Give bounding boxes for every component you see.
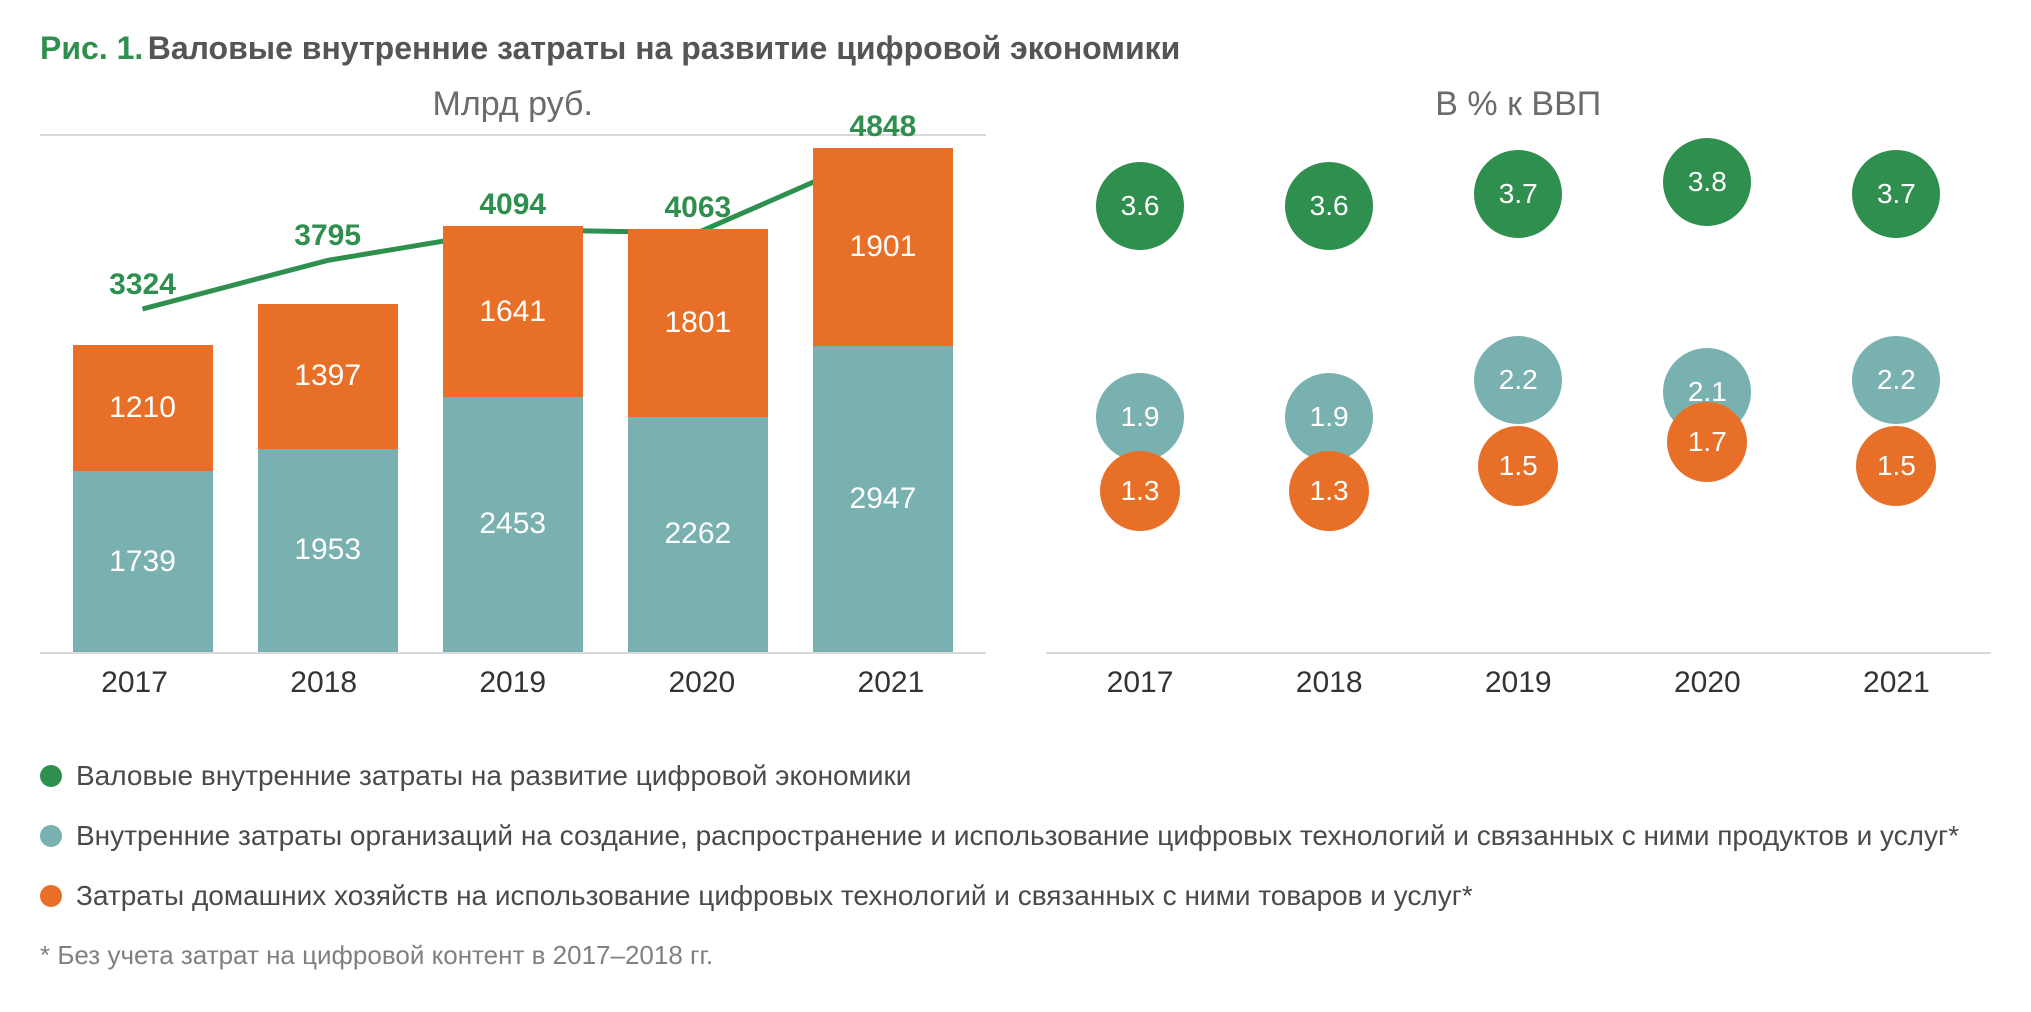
bubble-point: 3.7 [1474, 150, 1562, 238]
x-tick: 2021 [1826, 666, 1966, 700]
bubble-point: 3.6 [1285, 162, 1373, 250]
bar-chart-title: Млрд руб. [433, 85, 593, 124]
figure-title-text: Валовые внутренние затраты на развитие ц… [148, 30, 1181, 66]
bubble-chart-xaxis: 2017 2018 2019 2020 2021 [1046, 666, 1992, 700]
x-tick: 2021 [821, 666, 961, 700]
charts-row: Млрд руб. 17391210 3324 19531397 3795 245316… [40, 85, 1991, 700]
bubble-point: 3.7 [1852, 150, 1940, 238]
bubble-point: 1.3 [1100, 451, 1180, 531]
bar-chart-area: 17391210 3324 19531397 3795 24531641 4094 2262… [40, 134, 986, 654]
bar-segment-bottom: 2947 [813, 346, 953, 652]
bubble-point: 1.9 [1096, 373, 1184, 461]
bubble-point: 3.6 [1096, 162, 1184, 250]
legend-label: Внутренние затраты организаций на создан… [76, 820, 1959, 852]
bar-chart-xaxis: 2017 2018 2019 2020 2021 [40, 666, 986, 700]
bubble-column: 3.6 1.91.3 [1070, 134, 1210, 652]
bar-segment-bottom: 1953 [258, 449, 398, 652]
bar-segment-top: 1397 [258, 304, 398, 449]
bubble-column: 3.6 1.91.3 [1259, 134, 1399, 652]
bubble-column: 3.82.11.7 [1637, 134, 1777, 652]
x-tick: 2019 [443, 666, 583, 700]
bar-column: 19531397 3795 [258, 136, 398, 652]
total-label: 3324 [109, 268, 176, 302]
x-tick: 2019 [1448, 666, 1588, 700]
legend-label: Валовые внутренние затраты на развитие ц… [76, 760, 911, 792]
bar-segment-top: 1210 [73, 345, 213, 471]
bar-column: 22621801 4063 [628, 136, 768, 652]
bar-segment-bottom: 1739 [73, 471, 213, 652]
bubble-point: 1.9 [1285, 373, 1373, 461]
x-tick: 2018 [254, 666, 394, 700]
bar-segment-top: 1901 [813, 148, 953, 346]
bubble-point: 1.5 [1478, 426, 1558, 506]
bubble-point: 2.2 [1474, 336, 1562, 424]
x-tick: 2017 [65, 666, 205, 700]
footnote: * Без учета затрат на цифровой контент в… [40, 940, 1991, 971]
bar-column: 294719014848 [813, 136, 953, 652]
bubble-point: 1.5 [1856, 426, 1936, 506]
bar-segment-bottom: 2453 [443, 397, 583, 652]
x-tick: 2020 [1637, 666, 1777, 700]
total-label: 4063 [664, 191, 731, 225]
bar-segment-bottom: 2262 [628, 417, 768, 652]
bubble-chart-area: 3.61.91.33.61.91.33.72.21.53.82.11.73.72… [1046, 134, 1992, 654]
x-tick: 2018 [1259, 666, 1399, 700]
bar-chart: Млрд руб. 17391210 3324 19531397 3795 245316… [40, 85, 986, 700]
figure-label: Рис. 1. [40, 30, 143, 66]
bubble-point: 1.7 [1667, 402, 1747, 482]
total-label: 4848 [850, 110, 917, 144]
legend-label: Затраты домашних хозяйств на использован… [76, 880, 1473, 912]
figure-title: Рис. 1. Валовые внутренние затраты на ра… [40, 30, 1991, 67]
bubble-chart: В % к ВВП 3.61.91.33.61.91.33.72.21.53.8… [1046, 85, 1992, 700]
total-label: 3795 [294, 219, 361, 253]
x-tick: 2017 [1070, 666, 1210, 700]
bar-column: 24531641 4094 [443, 136, 583, 652]
bubble-chart-title: В % к ВВП [1435, 85, 1601, 124]
bar-segment-top: 1641 [443, 226, 583, 397]
legend-swatch [40, 885, 62, 907]
x-tick: 2020 [632, 666, 772, 700]
bar-segment-top: 1801 [628, 229, 768, 416]
legend-swatch [40, 765, 62, 787]
bubble-point: 1.3 [1289, 451, 1369, 531]
bubble-point: 2.2 [1852, 336, 1940, 424]
bubble-column: 3.7 2.21.5 [1826, 134, 1966, 652]
bubble-column: 3.7 2.21.5 [1448, 134, 1588, 652]
legend: Валовые внутренние затраты на развитие ц… [40, 760, 1991, 912]
bubble-point: 3.8 [1663, 138, 1751, 226]
legend-item: Валовые внутренние затраты на развитие ц… [40, 760, 1991, 792]
legend-item: Затраты домашних хозяйств на использован… [40, 880, 1991, 912]
total-label: 4094 [479, 188, 546, 222]
bar-column: 17391210 3324 [73, 136, 213, 652]
legend-swatch [40, 825, 62, 847]
legend-item: Внутренние затраты организаций на создан… [40, 820, 1991, 852]
